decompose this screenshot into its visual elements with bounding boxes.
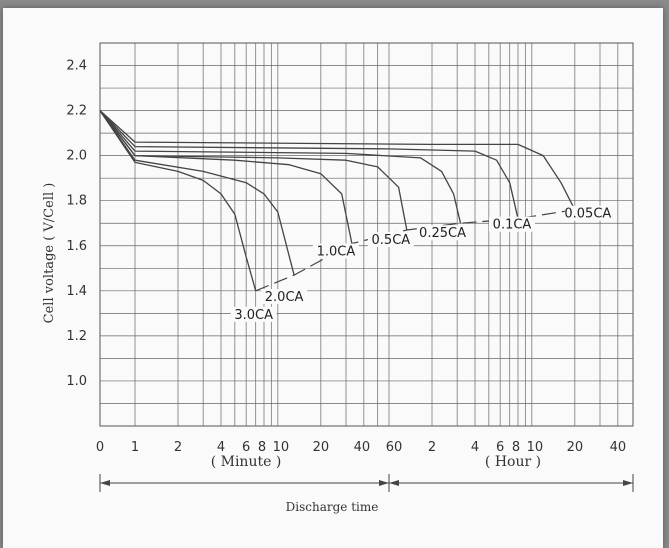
x-tick-minute: 6 [242,440,250,455]
x-tick-hour: 10 [527,440,544,455]
x-unit-hour: ( Hour ) [485,454,541,470]
curve-label-bg [419,225,466,241]
curve-3.0CA [99,110,257,291]
curve-0.05CA [99,110,576,210]
time-range-arrows [99,474,634,492]
x-tick-minute: 20 [313,440,330,455]
arrow-head-left [389,480,399,486]
x-unit-minute: ( Minute ) [211,454,282,470]
discharge-curves [99,110,576,292]
x-tick-labels: 0 1 2 4 6 8 10 20 40 60 2 4 6 8 10 20 40 [96,440,626,455]
x-tick-hour: 4 [471,440,479,455]
y-tick-label: 2.2 [66,104,87,119]
y-tick-label: 1.0 [66,374,87,389]
curve-label-bg [564,205,611,221]
curve-labels: 3.0CA 2.0CA 1.0CA 0.5CA 0.25CA 0.1CA 0.05CA [230,205,611,323]
plot-frame [99,42,634,427]
y-tick-label: 1.8 [66,194,87,209]
curve-label-0.1CA: 0.1CA [493,218,532,233]
y-tick-label: 2.4 [66,59,87,74]
arrow-head-left [100,480,110,486]
y-tick-labels: 2.4 2.2 2.0 1.8 1.6 1.4 1.2 1.0 [66,59,87,389]
curve-0.25CA [99,110,462,224]
x-tick-hour: 20 [567,440,584,455]
chart-sheet: 2.4 2.2 2.0 1.8 1.6 1.4 1.2 1.0 0 1 2 4 6 8 10 20 40 60 2… [3,8,663,548]
x-tick-minute: 60 [386,440,403,455]
curve-label-0.5CA: 0.5CA [372,233,411,248]
x-tick-minute: 4 [217,440,225,455]
curve-label-bg [312,243,359,259]
chart-grid [99,42,634,427]
y-tick-label: 2.0 [66,149,87,164]
x-tick-hour: 8 [512,440,520,455]
curve-label-bg [230,306,277,322]
y-tick-label: 1.2 [66,329,87,344]
x-tick-hour: 2 [428,440,436,455]
arrow-head-right [623,480,633,486]
arrow-head-right [379,480,389,486]
x-tick-minute: 40 [354,440,371,455]
x-tick-hour: 6 [496,440,504,455]
curve-label-bg [489,216,536,232]
cutoff-dashed-line [255,209,575,292]
x-tick-minute: 8 [258,440,266,455]
x-axis-label: Discharge time [286,500,379,514]
x-tick-hour: 40 [610,440,627,455]
curve-label-2.0CA: 2.0CA [265,290,304,305]
curve-label-0.25CA: 0.25CA [419,226,466,241]
curve-0.5CA [99,110,408,231]
y-tick-label: 1.4 [66,284,87,299]
curve-2.0CA [99,110,295,276]
curve-label-0.05CA: 0.05CA [564,207,611,222]
curve-0.1CA [99,110,519,219]
curve-label-1.0CA: 1.0CA [317,245,356,260]
discharge-chart: 2.42.22.01.81.61.41.21.0 0 1 2 4 6 8 10 20 40 60 2… [42,42,634,514]
x-tick-minute: 1 [131,440,139,455]
x-tick-minute: 10 [273,440,290,455]
y-tick-label: 1.6 [66,239,87,254]
curve-label-bg [261,289,308,305]
y-axis-label: Cell voltage ( V/Cell ) [42,183,57,324]
curve-label-3.0CA: 3.0CA [234,308,273,323]
curve-label-bg [367,231,414,247]
x-tick-minute: 0 [96,440,104,455]
x-tick-minute: 2 [174,440,182,455]
